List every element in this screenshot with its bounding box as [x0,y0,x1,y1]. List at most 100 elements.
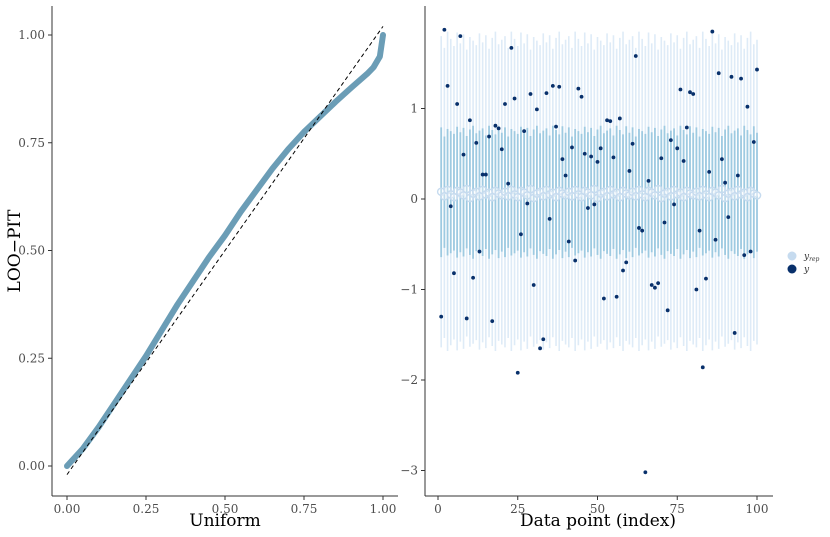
y-observed-point [471,275,475,280]
left-y-tick-label: 0.75 [18,136,45,150]
legend: yrep y [787,251,820,275]
y-observed-point [515,370,520,375]
y-observed-point [633,54,638,58]
y-observed-point [442,27,447,32]
left-y-tick-label: 0.25 [18,351,45,365]
y-observed-point [538,346,542,351]
left-x-tick-label: 0.25 [133,502,160,516]
y-observed-point [656,281,661,286]
y-observed-point [448,204,453,209]
yrep-median-point [590,184,599,194]
y-observed-point [713,237,718,242]
ppc-panel: 0 25 50 75 100 1 0 −1 −2 −3 Data point (index) [400,6,773,531]
y-observed-point [742,253,747,258]
y-observed-point [474,140,479,145]
y-observed-point [452,271,456,276]
y-observed-point [624,260,629,265]
left-x-tick-label: 1.00 [370,502,397,516]
y-observed-point [751,140,756,144]
y-observed-point [735,173,740,178]
y-observed-point [720,157,724,162]
y-observed-point [688,90,692,95]
y-observed-point [668,138,673,143]
y-observed-point [534,107,539,112]
y-observed-point [455,102,460,106]
y-observed-point [503,102,507,106]
legend-label-yrep: yrep [803,252,820,263]
right-y-tick-label: 0 [410,192,418,206]
y-observed-point [595,159,600,164]
y-observed-point [570,145,574,150]
y-observed-point [640,228,645,233]
y-observed-point [707,169,712,174]
y-observed-point [499,147,504,152]
y-observed-point [589,154,594,159]
y-observed-point [509,45,514,50]
y-observed-point [646,179,651,183]
y-observed-point [605,118,609,123]
legend-marker-y [787,264,797,274]
y-observed-point [554,124,558,129]
y-observed-point [627,169,632,173]
y-observed-point [608,119,613,124]
y-observed-point [755,67,759,72]
y-observed-point [726,215,731,220]
yrep-intervals [436,31,762,352]
y-observed-point [745,104,750,109]
y-observed-point [487,134,491,139]
right-y-tick-label: −1 [400,283,418,297]
left-y-tick-label: 1.00 [18,28,45,42]
yrep-median-point [653,184,663,194]
y-observed-point [678,87,683,92]
y-observed-point [522,129,527,134]
y-observed-point [592,202,597,207]
right-x-tick-label: 100 [746,502,769,516]
y-observed-point [579,94,584,99]
y-observed-point [723,180,727,185]
y-observed-point [611,155,616,160]
y-observed-point [496,126,501,131]
right-x-tick-label: 25 [510,502,525,516]
y-observed-point [493,123,498,128]
right-y-tick-label: −3 [400,464,418,478]
yrep-median-point [526,184,535,194]
y-observed-point [477,249,482,254]
y-observed-point [710,29,715,34]
loo-pit-curve [64,32,386,469]
y-observed-point [547,217,552,221]
yrep-median-point [462,184,472,194]
y-observed-point [662,220,667,225]
y-observed-point [461,152,466,157]
y-observed-point [694,287,699,292]
y-observed-point [601,296,606,301]
y-observed-point [681,159,686,163]
y-observed-point [697,228,702,233]
right-x-tick-label: 75 [670,502,685,516]
y-observed-point [506,181,511,186]
yrep-median-point [752,191,762,200]
y-observed-point [531,283,536,287]
y-observed-point [586,206,590,210]
legend-marker-yrep [787,251,797,261]
right-x-tick-label: 50 [590,502,605,516]
y-observed-point [729,74,734,79]
y-observed-point [445,83,450,88]
y-observed-point [732,331,737,335]
right-ticks: 0 25 50 75 100 1 0 −1 −2 −3 [400,102,768,517]
y-observed-point [739,76,743,81]
y-observed-point [573,258,578,263]
y-observed-point [563,173,568,178]
y-observed-point [691,92,696,96]
left-x-tick-label: 0.50 [212,502,239,516]
y-observed-point [659,156,664,161]
yrep-median-point [717,184,727,194]
y-observed-point [544,91,549,96]
legend-label-yrep-main: y [803,252,810,262]
y-observed-point [541,337,546,342]
legend-label-yrep-sub: rep [809,256,819,263]
y-observed-point [528,92,533,96]
y-observed-point [614,294,619,299]
y-observed-point [617,116,622,121]
y-observed-point [550,83,555,88]
